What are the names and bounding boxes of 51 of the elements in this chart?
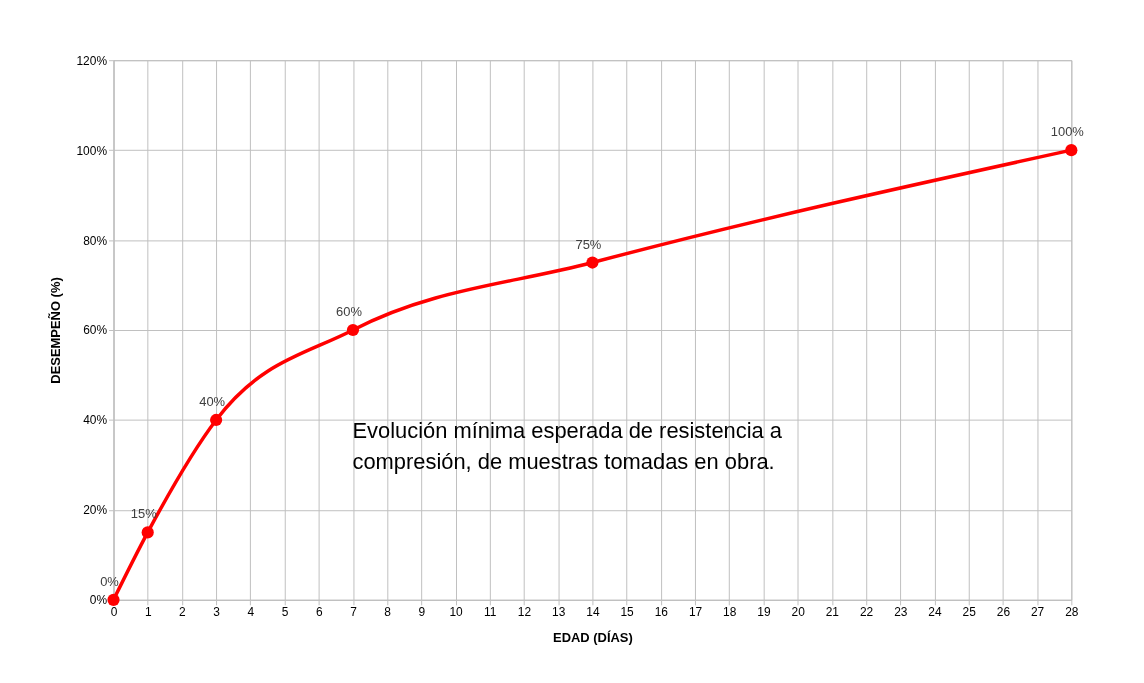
x-tick-label: 20 <box>791 605 806 620</box>
x-tick-label: 25 <box>962 605 977 620</box>
x-tick-label: 6 <box>315 605 323 620</box>
x-tick-label: 16 <box>654 605 669 620</box>
x-tick-label: 1 <box>144 605 152 620</box>
y-axis-title: DESEMPEÑO (%) <box>47 277 63 384</box>
x-tick-label: 17 <box>688 605 703 620</box>
y-tick-label: 100% <box>76 143 108 158</box>
y-tick-label: 80% <box>83 233 108 248</box>
point <box>210 413 223 427</box>
y-tick-label: 120% <box>76 53 108 68</box>
x-tick-label: 13 <box>552 605 566 620</box>
x-tick-label: 10 <box>449 605 464 620</box>
y-tick-label: 0% <box>89 593 108 608</box>
x-tick-label: 5 <box>281 605 289 620</box>
x-tick-label: 4 <box>247 605 255 620</box>
y-tick-label: 60% <box>83 323 108 338</box>
annotation: Evolución mínima esperada de resistencia a compresión, de muestras tomadas en obra. <box>352 417 783 475</box>
x-axis-title: EDAD (DÍAS) <box>553 630 633 646</box>
data-label: 15% <box>130 506 158 522</box>
data-label: 0% <box>100 573 120 589</box>
x-tick-label: 2 <box>179 605 187 620</box>
point <box>141 526 154 539</box>
x-tick-label: 11 <box>484 605 497 620</box>
x-tick-label: 27 <box>1030 605 1045 620</box>
x-tick-label: 24 <box>928 605 942 620</box>
x-tick-label: 7 <box>350 605 358 620</box>
x-tick-label: 26 <box>996 605 1011 620</box>
data-label: 100% <box>1050 124 1085 140</box>
x-tick-label: 23 <box>894 605 908 620</box>
x-tick-label: 14 <box>586 605 600 620</box>
x-tick-label: 28 <box>1065 605 1079 620</box>
point <box>586 256 599 269</box>
point <box>346 323 360 337</box>
y-tick-label: 40% <box>83 413 108 428</box>
x-tick-label: 8 <box>384 605 392 620</box>
x-tick-label: 9 <box>418 605 426 620</box>
data-label: 75% <box>575 236 602 252</box>
x-tick-label: 15 <box>620 605 635 620</box>
point <box>1065 144 1078 157</box>
x-tick-label: 18 <box>723 605 737 620</box>
point <box>107 593 120 606</box>
data-label: 40% <box>199 394 226 410</box>
x-tick-label: 21 <box>825 605 840 620</box>
y-tick-label: 20% <box>83 503 108 518</box>
data-label: 60% <box>336 304 363 320</box>
x-tick-label: 12 <box>517 605 532 620</box>
x-tick-label: 3 <box>213 605 221 620</box>
x-tick-label: 19 <box>757 605 771 620</box>
x-tick-label: 22 <box>859 605 874 620</box>
x-tick-label: 0 <box>110 605 118 620</box>
